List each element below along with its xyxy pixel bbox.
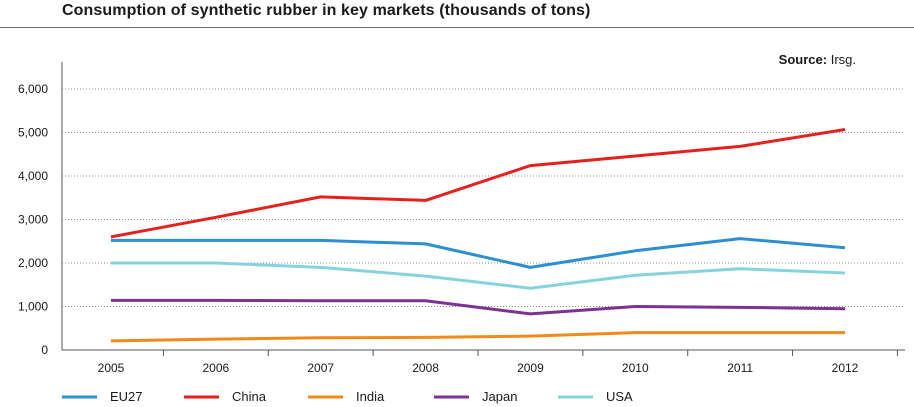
x-tick-label: 2008 <box>412 361 439 375</box>
x-tick-label: 2007 <box>307 361 334 375</box>
legend-label-japan: Japan <box>482 389 517 404</box>
y-tick-label: 3,000 <box>18 213 48 227</box>
series-line-china <box>110 128 846 239</box>
legend-label-china: China <box>232 389 267 404</box>
y-tick-label: 6,000 <box>18 82 48 96</box>
x-tick-label: 2010 <box>622 361 649 375</box>
source-value: Irsg. <box>830 52 856 67</box>
y-tick-label: 5,000 <box>18 126 48 140</box>
x-tick-label: 2005 <box>98 361 125 375</box>
y-tick-label: 0 <box>41 343 48 357</box>
x-tick-label: 2012 <box>832 361 859 375</box>
chart-title: Consumption of synthetic rubber in key m… <box>62 2 591 19</box>
source-note: Source: Irsg. <box>779 52 856 67</box>
source-label: Source: <box>778 52 828 67</box>
title-divider <box>0 27 914 28</box>
x-tick-label: 2006 <box>203 361 230 375</box>
legend-label-eu27: EU27 <box>110 389 143 404</box>
legend-label-india: India <box>356 389 385 404</box>
x-tick-label: 2009 <box>517 361 544 375</box>
legend-label-usa: USA <box>606 389 633 404</box>
series-line-india <box>110 331 845 343</box>
y-tick-label: 1,000 <box>18 300 48 314</box>
series-line-eu27 <box>111 237 846 269</box>
y-tick-label: 4,000 <box>18 169 48 183</box>
series-line-japan <box>111 298 846 316</box>
x-tick-label: 2011 <box>727 361 753 375</box>
series-line-usa <box>111 261 846 290</box>
y-tick-label: 2,000 <box>18 256 48 270</box>
